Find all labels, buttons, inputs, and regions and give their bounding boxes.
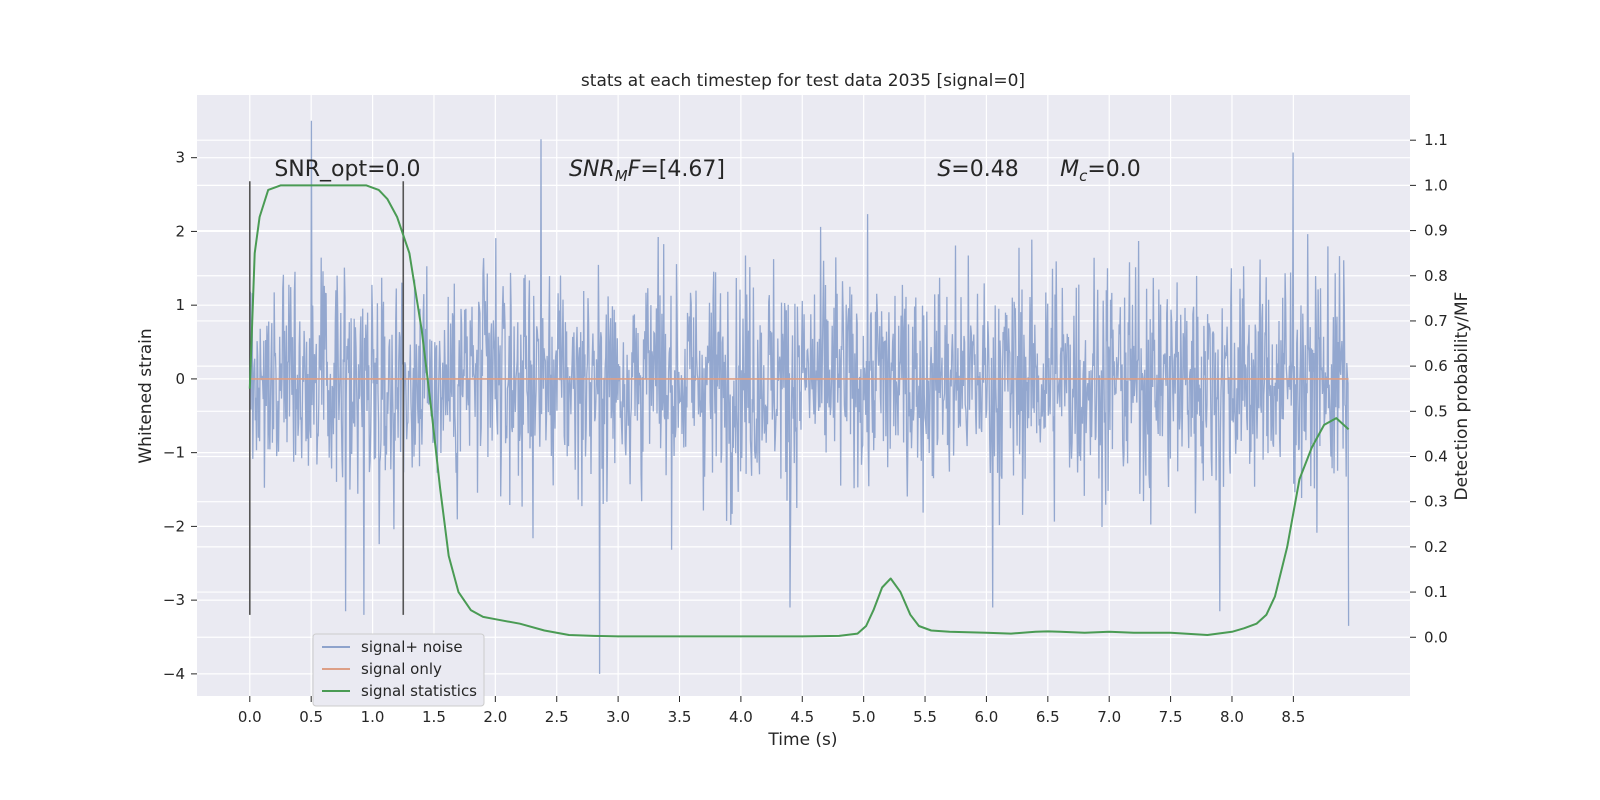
y-tick-label: 3 — [175, 149, 185, 167]
x-tick-label: 1.0 — [361, 708, 385, 726]
x-tick-label: 8.0 — [1220, 708, 1244, 726]
y2-tick-label: 0.9 — [1424, 222, 1448, 240]
stat-annotation: SNRMF=[4.67] — [569, 157, 725, 185]
y2-tick-label: 0.1 — [1424, 583, 1448, 601]
x-tick-label: 7.0 — [1097, 708, 1121, 726]
x-tick-label: 3.5 — [668, 708, 692, 726]
y2-tick-label: 0.3 — [1424, 493, 1448, 511]
y-axis-label: Whitened strain — [136, 328, 156, 463]
y2-tick-label: 0.4 — [1424, 448, 1448, 466]
series-signal-statistics — [248, 184, 1350, 638]
vertical-markers — [248, 181, 405, 615]
x-axis-label: Time (s) — [767, 730, 837, 750]
x-tick-label: 5.5 — [913, 708, 937, 726]
x-tick-label: 5.0 — [852, 708, 876, 726]
y2-tick-label: 1.0 — [1424, 176, 1448, 194]
x-tick-label: 4.5 — [790, 708, 814, 726]
legend-label-signal-only: signal only — [361, 660, 442, 678]
x-tick-label: 7.5 — [1159, 708, 1183, 726]
y2-tick-label: 0.2 — [1424, 538, 1448, 556]
y-tick-label: −4 — [163, 665, 185, 683]
y2-axis-label: Detection probability/MF — [1452, 292, 1472, 501]
stat-annotation: Mc=0.0 — [1060, 157, 1141, 185]
y2-tick-label: 0.5 — [1424, 402, 1448, 420]
plot-area — [248, 120, 1350, 674]
stat-annotation: S=0.48 — [937, 157, 1018, 182]
legend-label-signal-statistics: signal statistics — [361, 682, 477, 700]
x-tick-label: 0.5 — [299, 708, 323, 726]
x-tick-label: 4.0 — [729, 708, 753, 726]
series-signal-plus-noise — [249, 120, 1350, 674]
y2-tick-label: 0.6 — [1424, 357, 1448, 375]
legend: signal+ noise signal only signal statist… — [312, 633, 485, 707]
signal-plus-noise-line — [249, 120, 1350, 674]
y2-tick-label: 0.8 — [1424, 267, 1448, 285]
stat-annotation: SNR_opt=0.0 — [274, 157, 420, 182]
y-tick-label: −2 — [163, 517, 185, 535]
x-tick-label: 8.5 — [1281, 708, 1305, 726]
annotations: SNR_opt=0.0 SNRMF=[4.67] S=0.48 Mc=0.0 — [274, 157, 1140, 185]
y-tick-label: −1 — [163, 444, 185, 462]
chart-title: stats at each timestep for test data 203… — [581, 71, 1025, 91]
x-tick-label: 1.5 — [422, 708, 446, 726]
y-tick-label: −3 — [163, 591, 185, 609]
x-tick-label: 2.5 — [545, 708, 569, 726]
x-tick-label: 2.0 — [483, 708, 507, 726]
x-tick-label: 6.5 — [1036, 708, 1060, 726]
x-tick-label: 3.0 — [606, 708, 630, 726]
plot-background — [197, 95, 1410, 696]
x-axis-ticks: 0.0 0.5 1.0 1.5 2.0 2.5 3.0 3.5 4.0 4.5 5.0 5.5 6.0 6… — [238, 696, 1305, 726]
y-axis-ticks: 3 2 1 0 −1 −2 −3 −4 — [163, 149, 197, 683]
y2-tick-label: 0.0 — [1424, 628, 1448, 646]
y-tick-label: 2 — [175, 222, 185, 240]
y-tick-label: 0 — [175, 370, 185, 388]
signal-statistics-line — [248, 184, 1350, 638]
y2-tick-label: 1.1 — [1424, 131, 1448, 149]
y-tick-label: 1 — [175, 296, 185, 314]
legend-box — [312, 633, 485, 707]
y2-tick-label: 0.7 — [1424, 312, 1448, 330]
y2-axis-ticks: 0.0 0.1 0.2 0.3 0.4 0.5 0.6 0.7 0.8 0.9 1.0 1.1 — [1410, 131, 1448, 646]
x-tick-label: 6.0 — [975, 708, 999, 726]
legend-label-signal-plus-noise: signal+ noise — [361, 638, 463, 656]
x-tick-label: 0.0 — [238, 708, 262, 726]
